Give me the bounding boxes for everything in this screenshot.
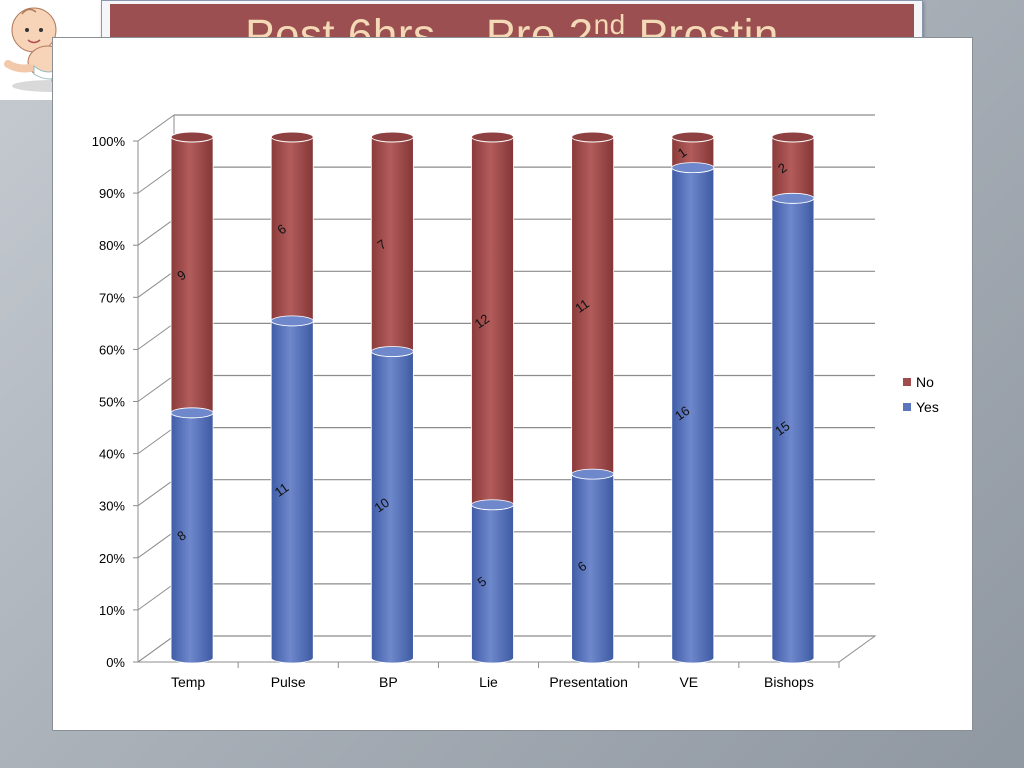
bar-yes-top — [471, 499, 514, 511]
bar-top-cap — [170, 131, 214, 143]
bar-yes-top — [370, 346, 414, 357]
y-tick-label: 70% — [99, 290, 125, 305]
x-category-label: Pulse — [271, 674, 306, 690]
x-category-label: VE — [679, 674, 698, 690]
data-label-yes: 15 — [772, 418, 792, 439]
y-tick-label: 20% — [99, 551, 125, 566]
bar-top-cap — [571, 131, 615, 143]
x-category-label: Temp — [171, 674, 205, 690]
y-tick-label: 60% — [99, 342, 125, 357]
chart-panel: 0% 10% 20% 30% 40% 50% 60% 70% 80% 90% 100% 8 9 11 6 1… — [52, 37, 973, 731]
legend-label-no: No — [916, 374, 934, 390]
x-category-label: Bishops — [764, 674, 814, 690]
data-label-yes: 10 — [372, 495, 392, 516]
legend-swatch-yes — [903, 403, 911, 411]
x-category-label: Lie — [479, 674, 498, 690]
y-tick-label: 40% — [99, 447, 125, 462]
y-tick-label: 90% — [99, 186, 125, 201]
bar-yes-top — [671, 162, 715, 174]
gridline-side — [137, 166, 175, 194]
gridline-side — [137, 270, 175, 298]
y-tick-label: 50% — [99, 395, 125, 410]
bar-top-cap — [270, 131, 314, 143]
gridline-side — [137, 427, 175, 455]
bar-yes-top — [771, 192, 815, 204]
stacked-percent-bar-chart: 0%10%20%30%40%50%60%70%80%90%100% 891161… — [92, 114, 939, 690]
gridline-side — [137, 583, 175, 611]
legend-label-yes: Yes — [916, 399, 939, 415]
data-label-yes: 16 — [672, 403, 692, 424]
bar-yes-top — [170, 407, 214, 419]
x-category-label: Presentation — [549, 674, 628, 690]
gridline-side — [137, 114, 175, 142]
bar-yes-top — [571, 468, 615, 480]
gridline-side — [137, 479, 175, 507]
y-tick-label: 30% — [99, 499, 125, 514]
gridline-side — [137, 635, 175, 663]
gridline-side — [137, 375, 175, 402]
bar-top-cap — [671, 131, 715, 143]
y-tick-label: 80% — [99, 238, 125, 253]
legend-swatch-no — [903, 378, 911, 386]
gridline-side — [137, 218, 175, 246]
y-tick-label: 0% — [106, 655, 125, 670]
bar-top-cap — [771, 131, 815, 143]
title-superscript: nd — [593, 9, 626, 41]
x-category-label: BP — [379, 674, 398, 690]
bar-yes-top — [270, 315, 314, 327]
y-tick-label: 100% — [92, 134, 126, 149]
y-tick-label: 10% — [99, 603, 125, 618]
gridline-side — [137, 322, 175, 350]
gridline-side — [137, 531, 175, 559]
bar-top-cap — [370, 131, 414, 143]
data-label-no: 12 — [472, 311, 492, 332]
bar-top-cap — [471, 131, 514, 143]
